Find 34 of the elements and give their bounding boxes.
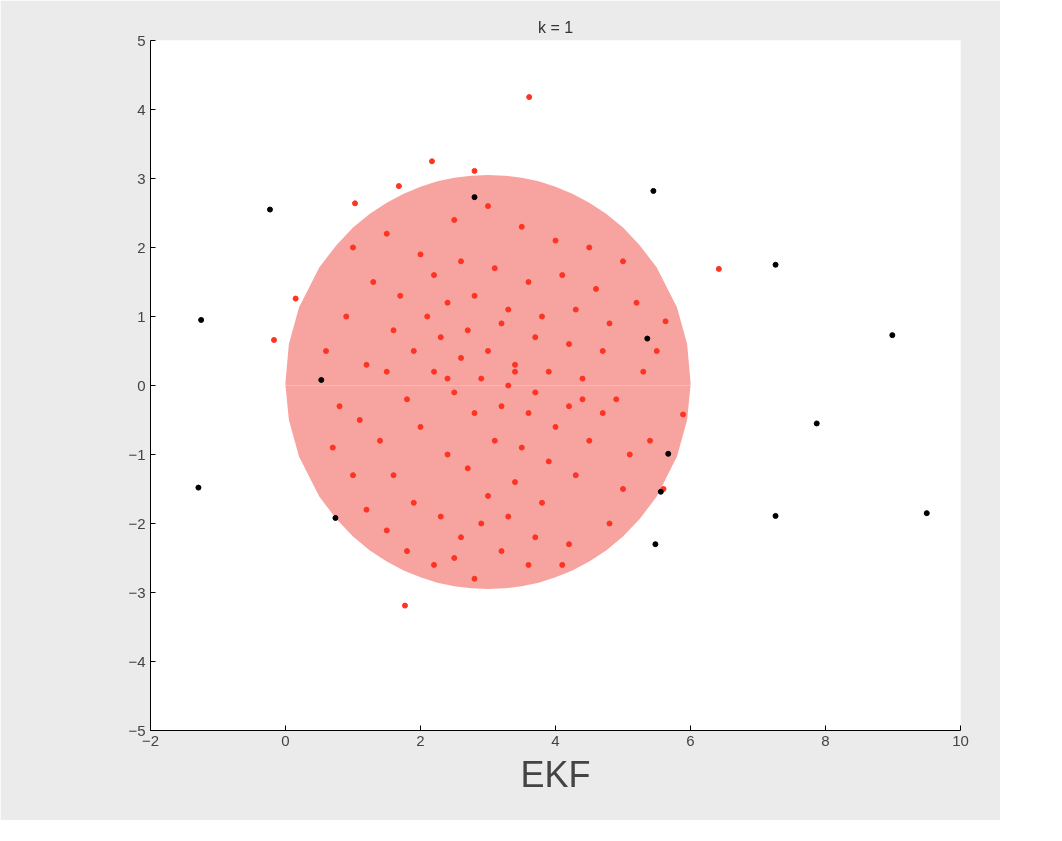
y-tick-label: 3 [137, 169, 146, 187]
point [318, 376, 325, 383]
x-tick-label: 6 [686, 731, 695, 749]
y-tick-label: −4 [128, 652, 146, 670]
point [198, 316, 205, 323]
x-tick-label: 8 [821, 731, 830, 749]
point [665, 450, 672, 457]
y-tick-label: 5 [137, 31, 146, 49]
point [889, 332, 896, 339]
point [644, 335, 651, 342]
y-tick-label: −5 [128, 721, 146, 739]
point [195, 484, 202, 491]
x-tick-label: 10 [952, 731, 969, 749]
point [332, 514, 339, 521]
y-tick-label: −2 [128, 514, 146, 532]
point [772, 261, 779, 268]
point [266, 206, 273, 213]
x-tick-label: 4 [551, 731, 560, 749]
point [650, 187, 657, 194]
x-axis-title: EKF [520, 753, 591, 795]
chart-title: k = 1 [537, 18, 574, 36]
point [652, 541, 659, 548]
y-tick-label: 4 [137, 100, 146, 118]
point [772, 512, 779, 519]
point [923, 510, 930, 517]
y-tick-label: 2 [137, 238, 146, 256]
y-tick-label: −3 [128, 583, 146, 601]
point [471, 194, 478, 201]
point [813, 420, 820, 427]
x-tick-label: 2 [416, 731, 425, 749]
y-tick-label: 1 [137, 307, 146, 325]
x-tick-label: 0 [281, 731, 290, 749]
y-tick-label: 0 [137, 376, 146, 394]
y-tick-label: −1 [128, 445, 146, 463]
